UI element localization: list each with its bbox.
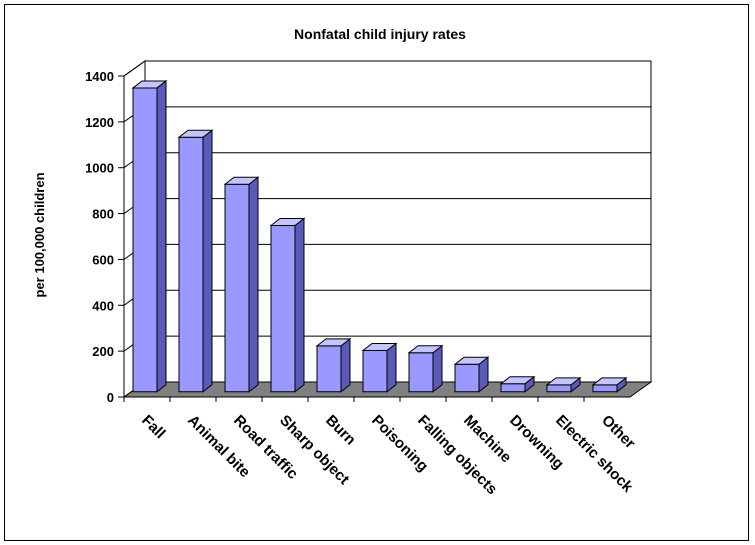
x-tick-label: Burn bbox=[322, 412, 359, 449]
bar-front bbox=[592, 384, 618, 393]
bar-top bbox=[407, 345, 444, 354]
y-tick-label: 1200 bbox=[85, 115, 114, 130]
bar-side bbox=[202, 129, 213, 393]
bar-front bbox=[546, 384, 572, 393]
bar-top bbox=[591, 377, 628, 386]
bar-top bbox=[177, 129, 214, 138]
bar-side bbox=[248, 176, 259, 393]
bar bbox=[453, 356, 490, 393]
bar-front bbox=[316, 345, 342, 393]
bar bbox=[361, 342, 398, 393]
y-tick-label: 1400 bbox=[85, 69, 114, 84]
back-wall bbox=[144, 60, 652, 383]
bar-top bbox=[499, 376, 536, 385]
bar-top bbox=[315, 338, 352, 347]
bar-front bbox=[362, 349, 388, 393]
bar bbox=[131, 79, 168, 393]
bar bbox=[269, 217, 306, 393]
bar-front bbox=[408, 352, 434, 393]
chart-title: Nonfatal child injury rates bbox=[294, 26, 466, 42]
y-tick-labels: 0 200 400 600 800 1000 1200 1400 bbox=[85, 69, 114, 405]
bar-top bbox=[361, 342, 398, 351]
bar-front bbox=[132, 87, 158, 393]
y-tick-label: 200 bbox=[92, 344, 114, 359]
x-tick-label: Falling objects bbox=[414, 412, 500, 498]
bar-top bbox=[223, 176, 260, 185]
bar-side bbox=[156, 79, 167, 393]
y-tick-label: 1000 bbox=[85, 161, 114, 176]
bar-side bbox=[432, 344, 443, 393]
y-tick-label: 0 bbox=[107, 390, 114, 405]
y-axis-label: per 100,000 children bbox=[32, 172, 47, 297]
bar-top bbox=[269, 218, 306, 227]
bar bbox=[177, 129, 214, 393]
bar-side bbox=[386, 342, 397, 393]
bar-front bbox=[500, 383, 526, 393]
x-tick-label: Fall bbox=[138, 412, 168, 442]
y-tick-label: 800 bbox=[92, 207, 114, 222]
bar-top bbox=[131, 80, 168, 89]
bar-top bbox=[545, 377, 582, 386]
bar-front bbox=[178, 136, 204, 393]
bar-front bbox=[270, 225, 296, 393]
y-tick-label: 400 bbox=[92, 298, 114, 313]
y-tick-label: 600 bbox=[92, 252, 114, 267]
bar bbox=[591, 376, 628, 393]
gridline bbox=[123, 60, 651, 77]
y-axis bbox=[118, 75, 585, 402]
bar-side bbox=[294, 217, 305, 393]
bar bbox=[545, 376, 582, 393]
bar-front bbox=[224, 183, 250, 393]
bar bbox=[315, 337, 352, 393]
bars bbox=[131, 79, 628, 393]
bar bbox=[407, 344, 444, 393]
bar-top bbox=[453, 356, 490, 365]
x-tick-label: Other bbox=[598, 412, 638, 452]
bar-side bbox=[340, 337, 351, 393]
bar-front bbox=[454, 363, 480, 393]
bar bbox=[499, 375, 536, 393]
bar bbox=[223, 176, 260, 393]
